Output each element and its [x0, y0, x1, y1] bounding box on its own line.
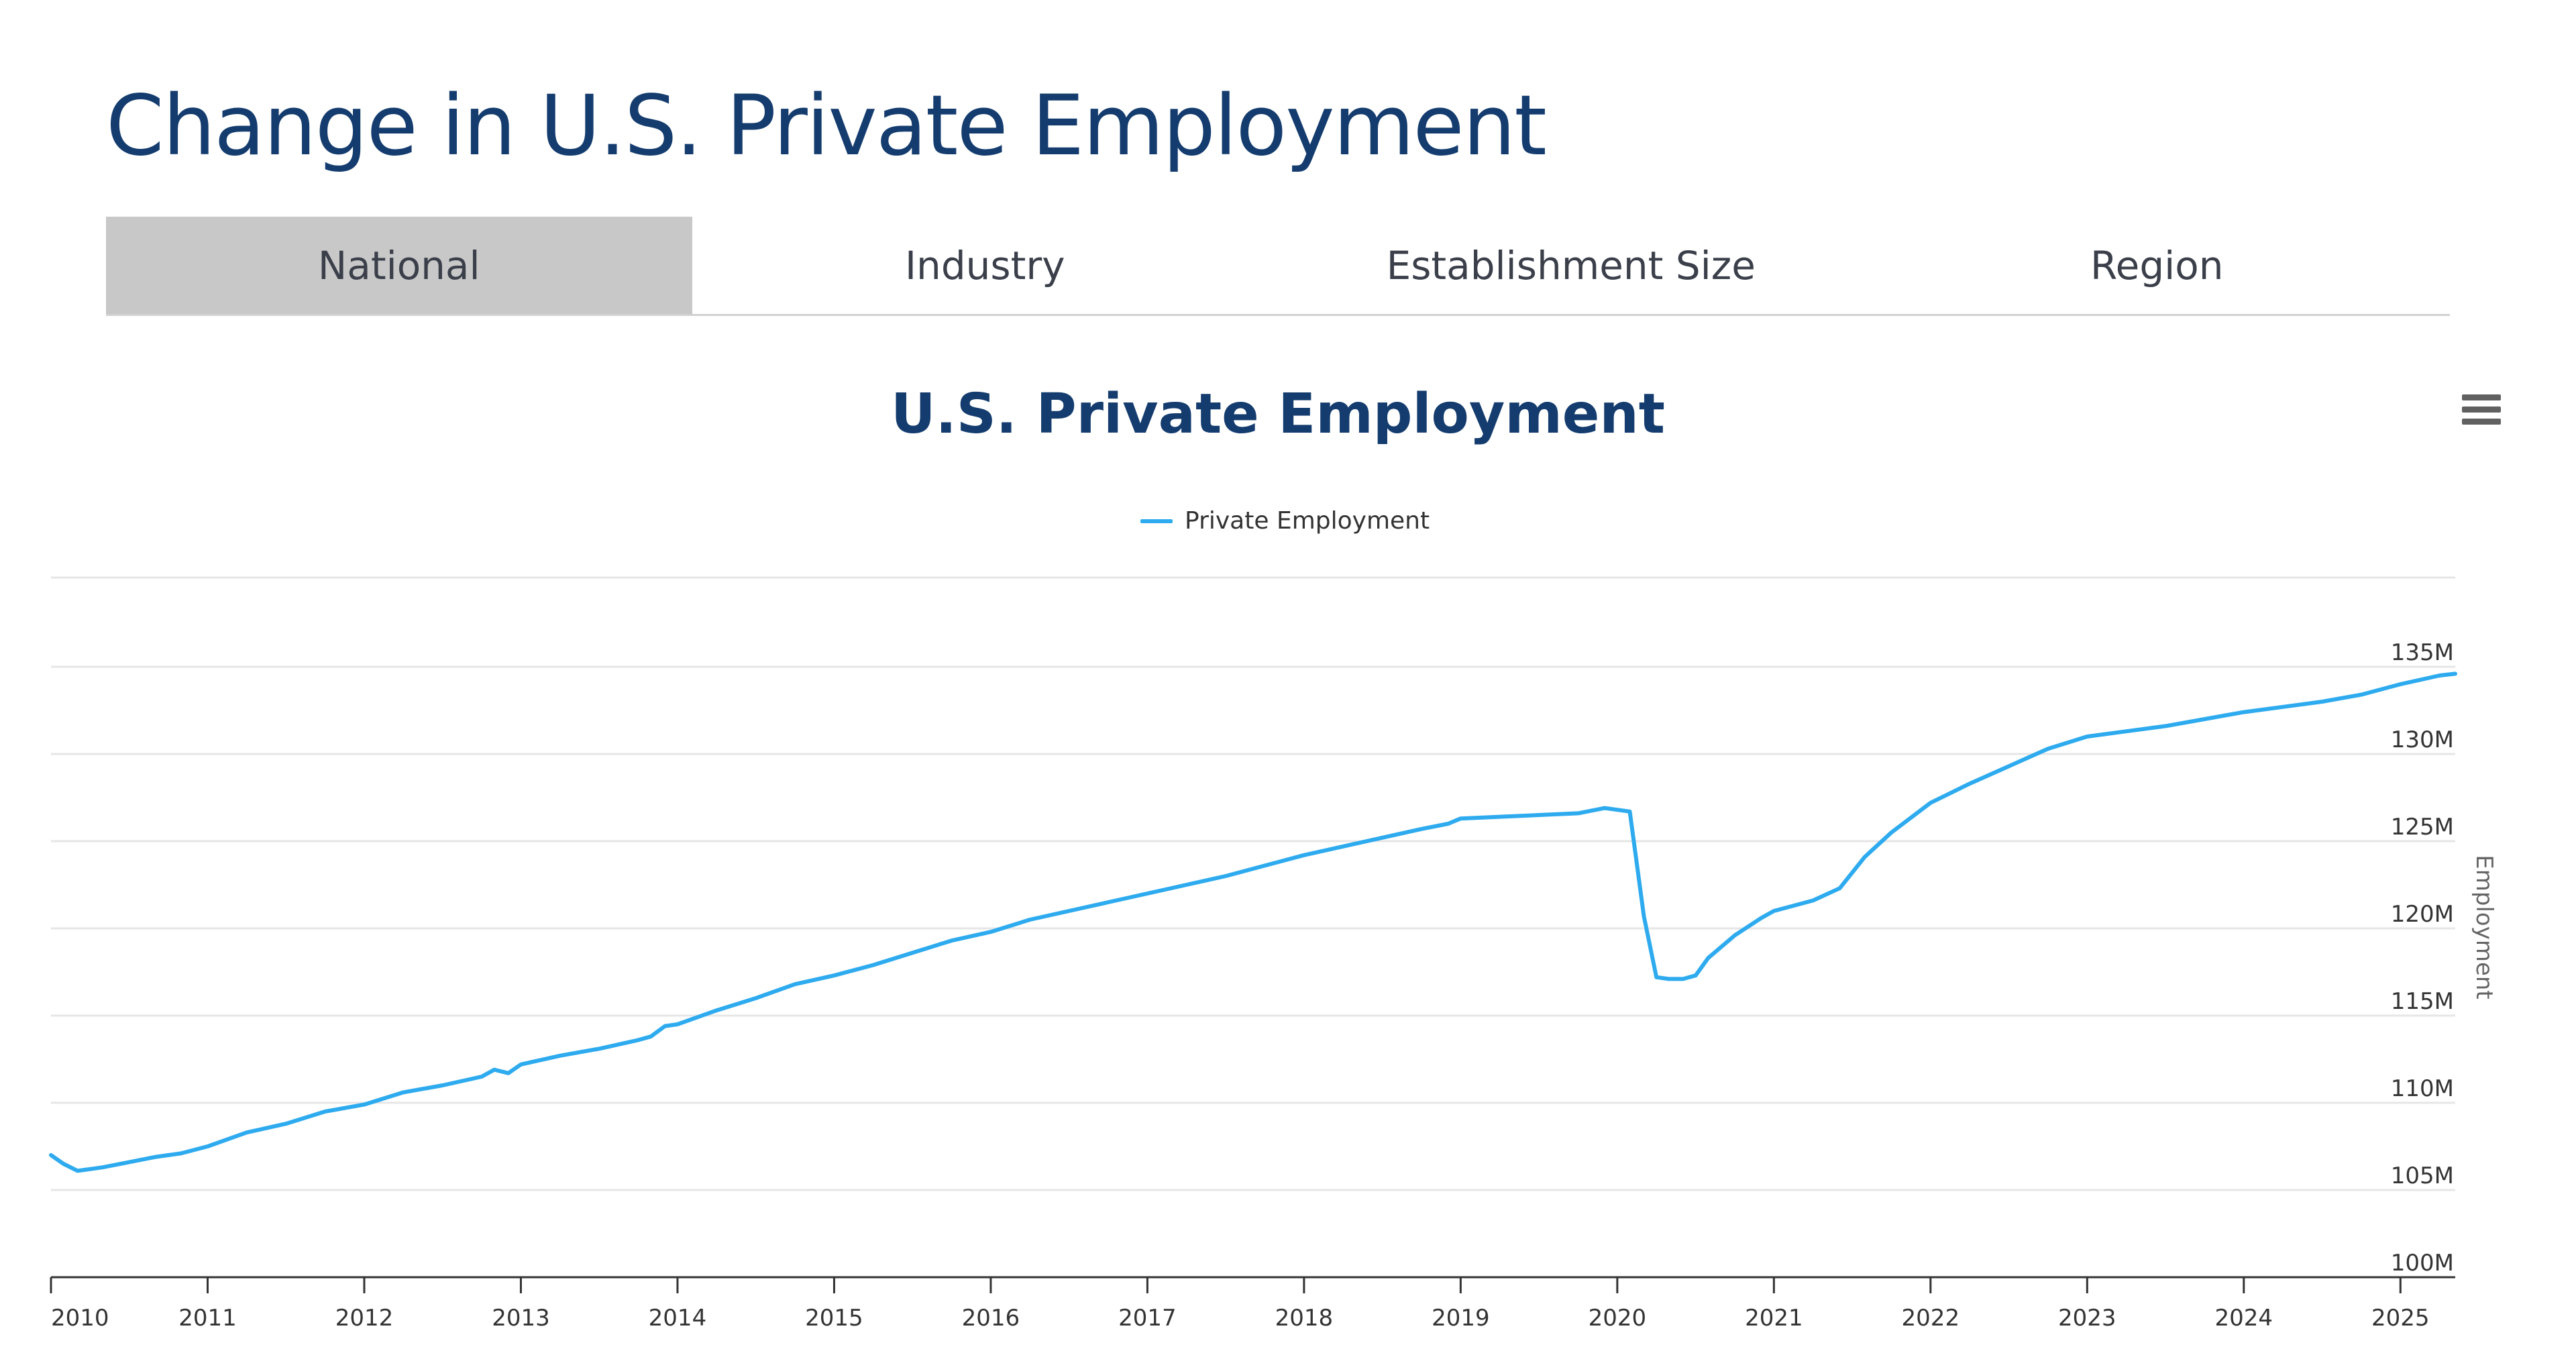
- tab-region[interactable]: Region: [2090, 242, 2224, 288]
- x-tick-label: 2022: [1902, 1305, 1960, 1332]
- x-tick-label: 2010: [51, 1305, 109, 1332]
- series-private-employment: [49, 671, 2457, 1173]
- legend-item-private-employment[interactable]: Private Employment: [1140, 507, 1430, 535]
- y-tick-label: 115M: [2391, 988, 2454, 1015]
- x-tick-label: 2025: [2371, 1305, 2430, 1332]
- series-line-private-employment[interactable]: [49, 671, 2457, 1173]
- x-axis: 2010 2011 2012 2013 2014 2015 2016 2017 2018 2019…: [50, 1277, 2430, 1332]
- y-tick-label: 130M: [2391, 726, 2454, 753]
- gridlines: [51, 665, 2455, 1191]
- legend-swatch: [1140, 519, 1173, 523]
- tab-bar: National Industry Establishment Size Reg…: [106, 217, 2450, 316]
- x-tick-label: 2013: [492, 1305, 550, 1332]
- x-tick-label: 2021: [1745, 1305, 1803, 1332]
- x-tick-label: 2015: [805, 1305, 863, 1332]
- y-tick-label: 100M: [2391, 1250, 2454, 1277]
- y-tick-label: 125M: [2391, 814, 2454, 841]
- x-tick-label: 2018: [1275, 1305, 1334, 1332]
- page-title: Change in U.S. Private Employment: [106, 78, 1547, 174]
- x-tick-label: 2014: [649, 1305, 707, 1332]
- y-tick-label: 120M: [2391, 901, 2454, 928]
- chart-title: U.S. Private Employment: [891, 382, 1665, 446]
- tab-establishment-size[interactable]: Establishment Size: [1386, 242, 1756, 288]
- y-tick-label: 110M: [2391, 1075, 2454, 1102]
- x-tick-label: 2012: [335, 1305, 394, 1332]
- x-tick-label: 2016: [962, 1305, 1020, 1332]
- hamburger-menu-icon[interactable]: [2462, 394, 2501, 429]
- y-axis-title: Employment: [2471, 855, 2498, 999]
- x-tick-label: 2019: [1432, 1305, 1490, 1332]
- y-axis: 100M 105M 110M 115M 120M 125M 130M 135M: [2391, 639, 2454, 1277]
- x-tick-label: 2017: [1118, 1305, 1177, 1332]
- x-tick-label: 2011: [178, 1305, 237, 1332]
- legend-label: Private Employment: [1185, 507, 1430, 535]
- y-tick-label: 105M: [2391, 1163, 2454, 1189]
- tab-industry[interactable]: Industry: [904, 242, 1065, 288]
- tab-national[interactable]: National: [106, 217, 692, 314]
- y-tick-label: 135M: [2391, 639, 2454, 666]
- x-tick-label: 2020: [1589, 1305, 1647, 1332]
- x-tick-label: 2024: [2215, 1305, 2273, 1332]
- x-tick-label: 2023: [2058, 1305, 2116, 1332]
